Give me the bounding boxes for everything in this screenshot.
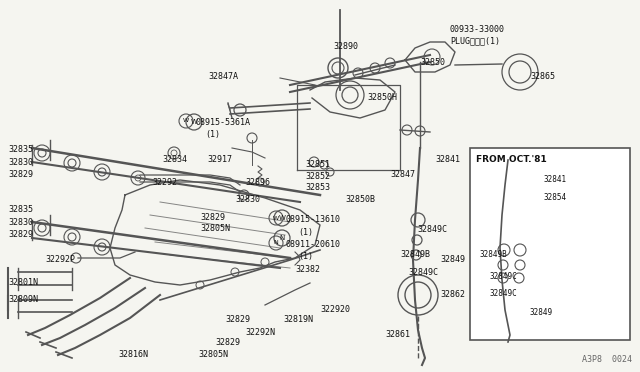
Text: 32849B: 32849B bbox=[400, 250, 430, 259]
Text: 08915-5361A: 08915-5361A bbox=[195, 118, 250, 127]
Text: 32849C: 32849C bbox=[490, 289, 518, 298]
Text: 32382: 32382 bbox=[295, 265, 320, 274]
Text: 32829: 32829 bbox=[215, 338, 240, 347]
Text: 32849B: 32849B bbox=[480, 250, 508, 259]
Text: 32861: 32861 bbox=[385, 330, 410, 339]
Text: 32830: 32830 bbox=[8, 218, 33, 227]
Text: 32890: 32890 bbox=[333, 42, 358, 51]
Text: 32835: 32835 bbox=[8, 145, 33, 154]
Text: 32865: 32865 bbox=[530, 72, 555, 81]
Text: 32292P: 32292P bbox=[45, 255, 75, 264]
Text: 32850H: 32850H bbox=[367, 93, 397, 102]
Text: 32829: 32829 bbox=[8, 230, 33, 239]
Text: 32805N: 32805N bbox=[200, 224, 230, 233]
Text: W: W bbox=[191, 119, 197, 125]
Text: W: W bbox=[183, 119, 189, 124]
Text: 32835: 32835 bbox=[8, 205, 33, 214]
Text: 32854: 32854 bbox=[543, 193, 566, 202]
Text: 32862: 32862 bbox=[440, 290, 465, 299]
Text: 00933-33000: 00933-33000 bbox=[450, 25, 505, 34]
Text: 32809N: 32809N bbox=[8, 295, 38, 304]
Text: (1): (1) bbox=[298, 252, 313, 261]
Text: 32841: 32841 bbox=[543, 175, 566, 184]
Text: 322920: 322920 bbox=[320, 305, 350, 314]
Text: 32829: 32829 bbox=[200, 213, 225, 222]
Text: 32917: 32917 bbox=[207, 155, 232, 164]
Text: A3P8  0024: A3P8 0024 bbox=[582, 355, 632, 364]
Text: (1): (1) bbox=[298, 228, 313, 237]
Text: 32847A: 32847A bbox=[208, 72, 238, 81]
Text: 32805N: 32805N bbox=[198, 350, 228, 359]
Text: N: N bbox=[280, 235, 285, 241]
Text: N: N bbox=[274, 241, 278, 246]
Text: 32292: 32292 bbox=[152, 178, 177, 187]
Text: 32834: 32834 bbox=[162, 155, 187, 164]
Text: 32849C: 32849C bbox=[417, 225, 447, 234]
Text: 32292N: 32292N bbox=[245, 328, 275, 337]
Text: 32851: 32851 bbox=[305, 160, 330, 169]
Text: 32850B: 32850B bbox=[345, 195, 375, 204]
Text: 32849C: 32849C bbox=[408, 268, 438, 277]
Text: 32816N: 32816N bbox=[118, 350, 148, 359]
Text: 32829: 32829 bbox=[225, 315, 250, 324]
Text: 32830: 32830 bbox=[8, 158, 33, 167]
Text: 32847: 32847 bbox=[390, 170, 415, 179]
Text: 08911-20610: 08911-20610 bbox=[285, 240, 340, 249]
Text: W: W bbox=[273, 215, 279, 221]
Text: 32850: 32850 bbox=[420, 58, 445, 67]
Text: W: W bbox=[278, 215, 285, 221]
Text: (1): (1) bbox=[205, 130, 220, 139]
Text: 32819N: 32819N bbox=[283, 315, 313, 324]
Text: 08915-13610: 08915-13610 bbox=[285, 215, 340, 224]
Text: 32896: 32896 bbox=[245, 178, 270, 187]
Text: 32830: 32830 bbox=[235, 195, 260, 204]
Text: 32801N: 32801N bbox=[8, 278, 38, 287]
Bar bbox=[470, 148, 630, 340]
Text: 32829: 32829 bbox=[8, 170, 33, 179]
Text: PLUGプラグ(1): PLUGプラグ(1) bbox=[450, 36, 500, 45]
Text: 32849: 32849 bbox=[530, 308, 553, 317]
Text: 32852: 32852 bbox=[305, 172, 330, 181]
Text: 32849: 32849 bbox=[440, 255, 465, 264]
Text: 32849C: 32849C bbox=[490, 272, 518, 281]
Text: FROM OCT.'81: FROM OCT.'81 bbox=[476, 155, 547, 164]
Text: 32853: 32853 bbox=[305, 183, 330, 192]
Text: 32841: 32841 bbox=[435, 155, 460, 164]
